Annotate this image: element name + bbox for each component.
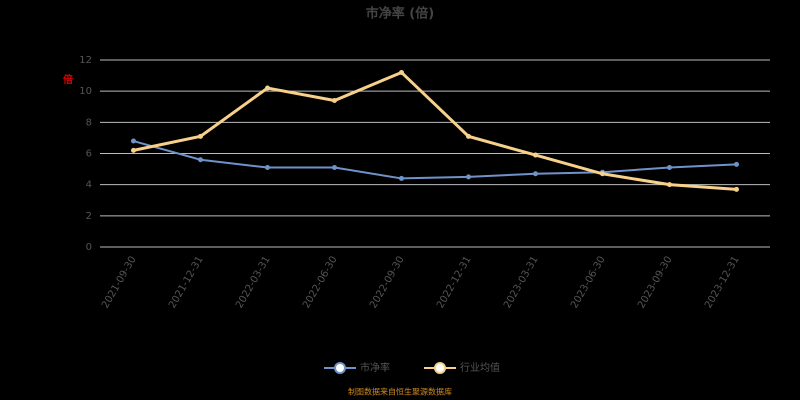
data-point <box>399 69 404 75</box>
data-point <box>131 147 136 153</box>
legend-marker <box>434 362 446 374</box>
y-tick-label: 10 <box>79 86 92 97</box>
data-point <box>332 165 337 171</box>
data-point <box>131 138 136 144</box>
data-point <box>466 174 471 180</box>
source-note: 制图数据来自恒生聚源数据库 <box>348 387 452 397</box>
data-point <box>399 175 404 181</box>
x-tick-label: 2022-12-31 <box>435 255 474 311</box>
legend-label: 行业均值 <box>460 361 500 374</box>
x-tick-label: 2023-06-30 <box>569 255 608 311</box>
data-point <box>533 152 538 158</box>
series-line <box>133 70 737 191</box>
x-tick-label: 2022-03-31 <box>234 255 273 311</box>
y-tick-label: 0 <box>86 242 92 253</box>
data-point <box>332 98 337 104</box>
data-point <box>734 186 739 192</box>
data-point <box>198 133 203 139</box>
data-point <box>734 161 739 167</box>
series-line <box>133 140 737 180</box>
data-point <box>466 133 471 139</box>
legend-label: 市净率 <box>360 361 390 374</box>
data-point <box>667 165 672 171</box>
x-tick-label: 2021-09-30 <box>100 255 139 311</box>
x-tick-label: 2021-12-31 <box>167 255 206 311</box>
data-point <box>667 182 672 188</box>
y-tick-label: 8 <box>86 117 92 128</box>
x-tick-label: 2022-09-30 <box>368 255 407 311</box>
x-tick-label: 2023-03-31 <box>502 255 541 311</box>
x-tick-label: 2023-12-31 <box>703 255 742 311</box>
y-tick-label: 12 <box>79 55 92 66</box>
data-point <box>600 171 605 177</box>
legend-marker <box>334 362 346 374</box>
y-tick-label: 6 <box>86 149 92 160</box>
data-point <box>198 157 203 163</box>
y-tick-label: 2 <box>86 211 92 222</box>
y-unit: 倍 <box>63 73 73 86</box>
y-tick-label: 4 <box>86 180 92 191</box>
data-point <box>265 85 270 91</box>
chart-title: 市净率 (倍) <box>366 6 434 22</box>
x-tick-label: 2023-09-30 <box>636 255 675 311</box>
x-tick-label: 2022-06-30 <box>301 255 340 311</box>
data-point <box>533 171 538 177</box>
data-point <box>265 165 270 171</box>
